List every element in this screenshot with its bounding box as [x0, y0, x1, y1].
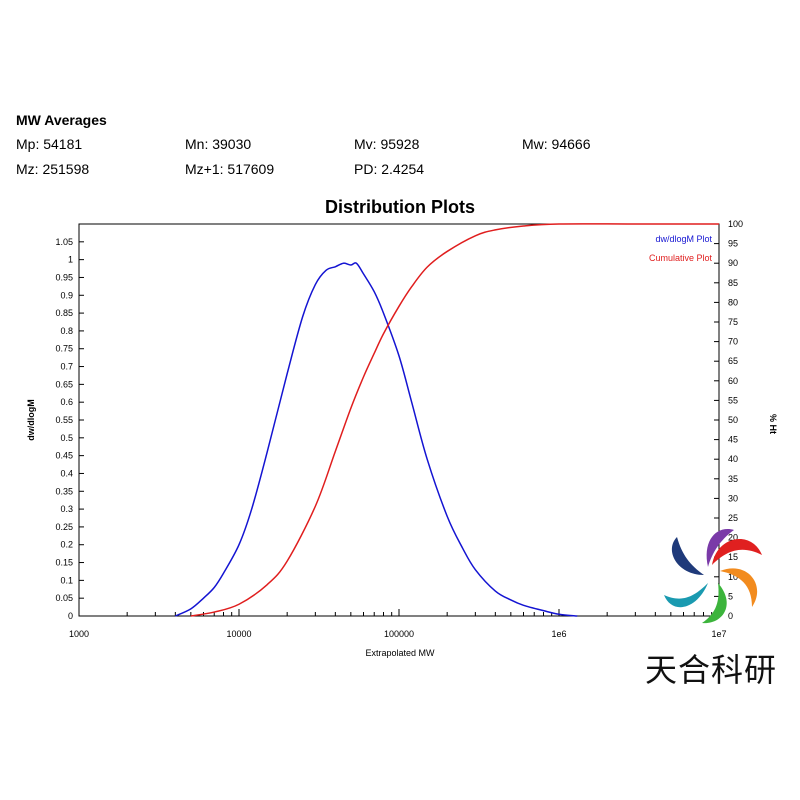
y2-tick-label: 80 — [728, 297, 738, 307]
x-tick-label: 1e6 — [551, 629, 566, 639]
y-tick-label: 0.5 — [60, 433, 73, 443]
x-tick-label: 100000 — [384, 629, 414, 639]
y-tick-label: 0.9 — [60, 290, 73, 300]
y2-tick-label: 90 — [728, 258, 738, 268]
y-tick-label: 0.25 — [55, 522, 73, 532]
y2-tick-label: 85 — [728, 278, 738, 288]
y2-axis-label: % Ht — [768, 414, 778, 434]
y-tick-label: 0.6 — [60, 397, 73, 407]
y-tick-label: 0.4 — [60, 468, 73, 478]
logo-petal-green — [702, 583, 727, 624]
y-tick-label: 0.35 — [55, 486, 73, 496]
y2-tick-label: 35 — [728, 474, 738, 484]
y2-tick-label: 60 — [728, 376, 738, 386]
y2-tick-label: 10 — [728, 572, 738, 582]
mn-value: Mn: 39030 — [185, 136, 252, 152]
y2-tick-label: 30 — [728, 493, 738, 503]
mz1-value: Mz+1: 517609 — [185, 161, 275, 177]
mz-value: Mz: 251598 — [16, 161, 90, 177]
y2-tick-label: 40 — [728, 454, 738, 464]
y-tick-label: 0.85 — [55, 308, 73, 318]
y-axis-right: 0 5 10 15 20 25 30 35 40 45 50 55 60 65 70 75 80 85 90 95 10… — [714, 219, 743, 621]
y-tick-label: 0.3 — [60, 504, 73, 514]
plot-frame — [78, 223, 720, 617]
y-tick-label: 0.65 — [55, 379, 73, 389]
series-line-dwdlogm — [175, 262, 578, 617]
chart-title: Distribution Plots — [325, 197, 475, 217]
mv-value: Mv: 95928 — [354, 136, 420, 152]
y-tick-label: 0.45 — [55, 451, 73, 461]
mp-value: Mp: 54181 — [16, 136, 83, 152]
x-axis-label: Extrapolated MW — [365, 648, 435, 658]
y2-tick-label: 55 — [728, 395, 738, 405]
series-group — [175, 223, 719, 617]
logo-petal-navy — [671, 537, 704, 575]
y-axis-label: dw/dlogM — [26, 399, 36, 441]
y-tick-label: 0.1 — [60, 575, 73, 585]
y-tick-label: 0.05 — [55, 593, 73, 603]
y2-tick-label: 15 — [728, 552, 738, 562]
series-line-cumulative — [190, 223, 719, 617]
y-tick-label: 0.2 — [60, 540, 73, 550]
y-tick-label: 0.55 — [55, 415, 73, 425]
y2-tick-label: 95 — [728, 239, 738, 249]
y-tick-label: 0.7 — [60, 362, 73, 372]
y2-tick-label: 70 — [728, 337, 738, 347]
mw-averages-title: MW Averages — [16, 112, 107, 128]
legend-item-dwdlogm: dw/dlogM Plot — [655, 234, 712, 244]
y-tick-label: 0.75 — [55, 344, 73, 354]
y2-tick-label: 50 — [728, 415, 738, 425]
x-axis: 1000 10000 100000 1e6 1e7 — [69, 609, 727, 639]
y2-tick-label: 65 — [728, 356, 738, 366]
y2-tick-label: 75 — [728, 317, 738, 327]
y2-tick-label: 100 — [728, 219, 743, 229]
logo-petal-teal — [664, 583, 708, 608]
legend-item-cumulative: Cumulative Plot — [649, 253, 713, 263]
y-tick-label: 0.15 — [55, 558, 73, 568]
x-tick-label: 10000 — [226, 629, 251, 639]
watermark-logo — [664, 529, 762, 624]
y2-tick-label: 45 — [728, 435, 738, 445]
watermark-text: 天合科研 — [645, 651, 778, 689]
y2-tick-label: 20 — [728, 533, 738, 543]
pd-value: PD: 2.4254 — [354, 161, 425, 177]
y-tick-label: 0.95 — [55, 272, 73, 282]
y2-tick-label: 25 — [728, 513, 738, 523]
logo-petal-orange — [720, 568, 758, 607]
y-tick-label: 1.05 — [55, 237, 73, 247]
y-tick-label: 0.8 — [60, 326, 73, 336]
y2-tick-label: 0 — [728, 611, 733, 621]
x-tick-label: 1000 — [69, 629, 89, 639]
mw-value: Mw: 94666 — [522, 136, 591, 152]
y-tick-label: 1 — [68, 255, 73, 265]
logo-petal-red — [712, 538, 762, 565]
logo-petal-purple — [706, 529, 734, 567]
x-tick-label: 1e7 — [711, 629, 726, 639]
y-tick-label: 0 — [68, 611, 73, 621]
y2-tick-label: 5 — [728, 591, 733, 601]
y-axis-left: 0 0.05 0.1 0.15 0.2 0.25 0.3 0.35 0.4 0.45 0.5 0.55… — [55, 237, 84, 621]
